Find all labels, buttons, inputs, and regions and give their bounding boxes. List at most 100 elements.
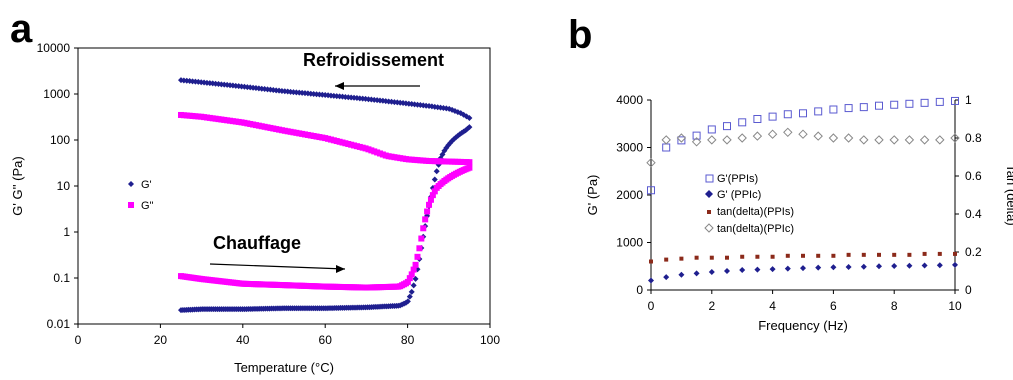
data-point-g-prime-heating (412, 275, 419, 282)
data-point-g-ppis (920, 98, 929, 107)
y-tick-label: 4000 (616, 93, 643, 107)
data-point-tan-delta-ppis (725, 255, 729, 260)
data-point-g-double-prime-heating (466, 164, 473, 171)
panel-b-y2-axis-label: Tan (delta) (1004, 164, 1013, 225)
y2-tick-label: 0.4 (965, 207, 982, 221)
data-point-g-ppis (829, 105, 838, 114)
data-point-tan-delta-ppic (859, 135, 869, 145)
data-point-g-ppic (784, 265, 791, 272)
data-point-g-double-prime-heating (427, 196, 434, 203)
data-point-tan-delta-ppic (767, 129, 778, 139)
data-point-tan-delta-ppic (828, 133, 839, 143)
panel-b-legend: G'(PPIs) G' (PPIc) tan(delta)(PPIs) tan(… (704, 173, 794, 235)
data-point-tan-delta-ppis (816, 253, 821, 258)
data-point-g-ppic (876, 263, 882, 270)
data-point-tan-delta-ppis (892, 252, 897, 257)
x-tick-label: 80 (401, 333, 415, 347)
x-tick-label: 8 (891, 299, 898, 313)
x-tick-label: 10 (948, 299, 962, 313)
data-point-g-ppic (936, 262, 943, 269)
panel-b-x-axis-label: Frequency (Hz) (758, 318, 848, 333)
data-point-g-ppis (875, 101, 883, 110)
data-point-g-ppis (768, 112, 777, 121)
data-point-g-ppis (783, 110, 792, 119)
data-point-g-ppic (693, 270, 700, 277)
data-point-tan-delta-ppic (676, 133, 687, 143)
data-point-g-ppic (815, 264, 822, 271)
data-point-g-ppic (648, 277, 654, 284)
panel-a-x-axis-label: Temperature (°C) (234, 360, 334, 375)
data-point-tan-delta-ppic (950, 133, 960, 143)
legend-marker-g-ppis (705, 174, 714, 183)
data-point-tan-delta-ppis (785, 253, 790, 258)
data-point-tan-delta-ppic (904, 135, 915, 145)
y-tick-label: 0.01 (47, 317, 71, 331)
data-point-g-double-prime-heating (418, 235, 425, 242)
data-point-tan-delta-ppic (783, 127, 793, 138)
panel-a-x-ticks: 0 20 40 60 80 100 (75, 324, 500, 347)
data-point-g-ppic (891, 263, 898, 270)
legend-marker-tan-ppis (707, 210, 711, 214)
data-point-g-ppis (844, 104, 853, 113)
data-point-g-ppic (724, 268, 730, 274)
legend-marker-g-double-prime (128, 202, 134, 208)
x-tick-label: 2 (708, 299, 715, 313)
data-point-g-ppic (906, 262, 913, 269)
data-point-tan-delta-ppis (649, 259, 653, 264)
annotation-chauffage: Chauffage (213, 233, 301, 253)
data-point-g-ppis (723, 122, 731, 131)
legend-label-tan-ppic: tan(delta)(PPIc) (717, 223, 794, 235)
data-point-tan-delta-ppic (919, 135, 930, 145)
data-point-tan-delta-ppis (740, 254, 745, 259)
data-point-tan-delta-ppis (877, 252, 881, 257)
legend-label-g-ppis: G'(PPIs) (717, 173, 758, 185)
data-point-g-ppic (754, 266, 761, 273)
data-point-tan-delta-ppis (907, 252, 912, 257)
data-point-g-double-prime-heating (404, 278, 411, 285)
data-point-tan-delta-ppic (813, 131, 823, 141)
data-point-g-double-prime-cooling (466, 159, 473, 166)
data-point-g-double-prime-heating (416, 245, 423, 252)
x-tick-label: 100 (480, 333, 500, 347)
data-point-tan-delta-ppis (679, 256, 684, 261)
data-point-g-prime-heating (433, 168, 440, 175)
y-tick-label: 0 (636, 283, 643, 297)
panel-a-y-axis-label: G' G'' (Pa) (10, 156, 25, 215)
data-point-g-prime-heating (404, 298, 411, 305)
data-point-tan-delta-ppis (922, 251, 927, 256)
legend-marker-tan-ppic (704, 223, 714, 233)
legend-marker-g-prime (128, 181, 134, 187)
data-point-tan-delta-ppis (846, 252, 851, 257)
panel-a-legend: G' G" (128, 179, 154, 212)
data-point-tan-delta-ppic (707, 135, 717, 145)
data-point-g-ppis (935, 97, 944, 106)
y-tick-label: 2000 (616, 188, 643, 202)
data-point-g-ppis (814, 107, 823, 116)
y2-tick-label: 1 (965, 93, 972, 107)
data-point-tan-delta-ppic (661, 135, 671, 145)
data-point-g-prime-heating (406, 293, 413, 300)
y-tick-label: 10000 (37, 41, 71, 55)
x-tick-label: 20 (154, 333, 168, 347)
data-point-g-ppic (663, 274, 670, 281)
data-point-tan-delta-ppic (843, 133, 854, 143)
data-point-g-ppic (921, 262, 928, 269)
data-point-g-prime-heating (408, 288, 415, 295)
legend-label-g-prime: G' (141, 179, 152, 191)
data-point-g-double-prime-heating (426, 201, 433, 208)
data-point-g-ppis (859, 103, 868, 112)
x-tick-label: 6 (830, 299, 837, 313)
data-point-g-ppis (890, 100, 899, 109)
data-point-g-double-prime-heating (420, 225, 427, 232)
data-point-g-double-prime-heating (414, 253, 421, 260)
panel-a-y-ticks: 0.01 0.1 1 10 100 1000 10000 (37, 41, 78, 331)
panel-a-marks (178, 77, 473, 314)
data-point-tan-delta-ppic (889, 135, 899, 145)
data-point-tan-delta-ppic (935, 135, 945, 145)
data-point-tan-delta-ppis (831, 253, 836, 258)
data-point-g-ppis (692, 131, 701, 140)
data-point-g-ppic (860, 263, 867, 270)
data-point-g-ppis (647, 186, 655, 195)
annotation-refroidissement: Refroidissement (303, 50, 444, 70)
data-point-g-prime-heating (466, 124, 473, 131)
